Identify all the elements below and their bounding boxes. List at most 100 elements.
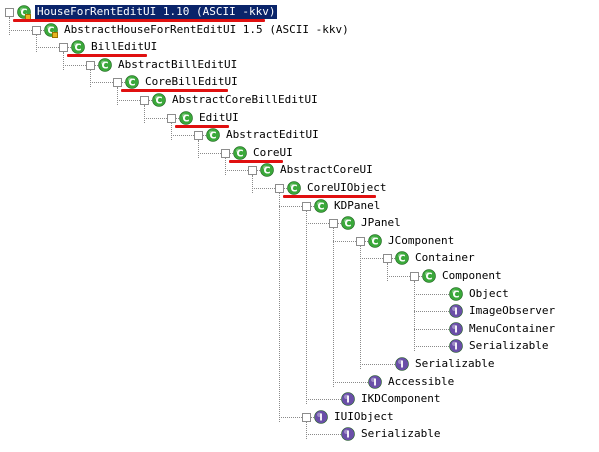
class-icon: C	[71, 40, 85, 54]
red-underline-mark	[121, 89, 228, 93]
collapse-toggle[interactable]	[5, 8, 14, 17]
tree-guide-line	[171, 122, 172, 141]
class-name: Serializable	[361, 427, 441, 441]
svg-text:I: I	[346, 430, 350, 441]
class-name: AbstractBillEditUI	[118, 57, 238, 71]
tree-node-label[interactable]: Serializable	[467, 339, 550, 353]
svg-text:C: C	[48, 25, 55, 36]
class-icon: C	[206, 128, 220, 142]
collapse-toggle[interactable]	[86, 60, 95, 70]
version-text: 1.10	[156, 5, 196, 18]
interface-icon: I	[449, 339, 463, 354]
class-icon: C	[395, 251, 409, 266]
tree-guide-line	[198, 140, 199, 158]
tree-node-label[interactable]: BillEditUI	[89, 40, 159, 54]
class-icon: C	[422, 269, 436, 283]
tree-connector	[279, 205, 314, 207]
tree-node-label[interactable]: Component	[440, 269, 504, 283]
tree-node-label[interactable]: JPanel	[359, 216, 403, 230]
collapse-toggle[interactable]	[302, 201, 311, 211]
tree-connector	[117, 100, 152, 101]
collapse-toggle[interactable]	[302, 412, 311, 422]
tree-node-label[interactable]: AbstractCoreUI	[278, 163, 375, 177]
tree-guide-line	[90, 69, 91, 88]
tree-node-label[interactable]: Serializable	[413, 357, 496, 371]
class-name: JComponent	[388, 233, 455, 247]
class-name: Container	[415, 251, 475, 265]
class-icon: C	[98, 57, 112, 72]
collapse-toggle[interactable]	[329, 219, 338, 229]
class-name: HouseForRentEditUI	[37, 5, 157, 18]
tree-connector	[360, 258, 395, 260]
interface-icon: I	[314, 409, 328, 424]
tree-node-label[interactable]: AbstractEditUI	[224, 128, 321, 142]
class-icon: C	[314, 198, 328, 213]
tree-node-label[interactable]: CoreUI	[251, 146, 295, 160]
tree-node-label[interactable]: AbstractCoreBillEditUI	[170, 93, 320, 107]
tree-node-label[interactable]: HouseForRentEditUI 1.10 (ASCII -kkv)	[35, 5, 278, 19]
red-underline-mark	[13, 19, 265, 22]
class-name: AbstractEditUI	[226, 128, 319, 142]
tree-connector	[9, 29, 44, 31]
tree-connector	[144, 117, 179, 119]
tree-node-label[interactable]: Accessible	[386, 375, 456, 389]
tree-node-label[interactable]: CoreUIObject	[305, 181, 388, 195]
tree-connector	[90, 82, 125, 84]
collapse-toggle[interactable]	[275, 184, 284, 193]
tree-node-label[interactable]: JComponent	[386, 234, 456, 248]
tree-guide-line	[414, 281, 415, 352]
svg-text:C: C	[264, 166, 271, 177]
interface-icon: I	[341, 392, 355, 406]
interface-icon: I	[395, 357, 409, 371]
collapse-toggle[interactable]	[410, 272, 419, 281]
collapse-toggle[interactable]	[248, 166, 257, 176]
tree-connector	[333, 381, 368, 383]
tree-node-label[interactable]: Container	[413, 251, 477, 265]
collapse-toggle[interactable]	[221, 148, 230, 158]
tree-connector	[63, 64, 98, 66]
tree-connector	[252, 188, 287, 189]
tree-node-label[interactable]: MenuContainer	[467, 322, 557, 336]
tree-node-label[interactable]: Serializable	[359, 427, 442, 441]
class-name: AbstractCoreBillEditUI	[172, 93, 318, 106]
class-name: Accessible	[388, 374, 455, 388]
tree-node-label[interactable]: Object	[467, 287, 511, 301]
tree-guide-line	[387, 263, 388, 281]
tree-node-label[interactable]: IKDComponent	[359, 392, 442, 406]
collapse-toggle[interactable]	[59, 43, 68, 53]
tree-guide-line	[9, 17, 10, 35]
interface-icon: I	[449, 321, 463, 336]
tree-node-label[interactable]: AbstractBillEditUI	[116, 58, 239, 72]
svg-text:C: C	[345, 219, 352, 230]
class-name: AbstractCoreUI	[280, 163, 373, 177]
collapse-toggle[interactable]	[32, 25, 41, 35]
svg-text:C: C	[426, 271, 433, 282]
svg-text:C: C	[183, 113, 190, 124]
tree-node-label[interactable]: AbstractHouseForRentEditUI 1.5 (ASCII -k…	[62, 23, 351, 37]
collapse-toggle[interactable]	[356, 236, 365, 246]
class-icon: C	[368, 233, 382, 248]
collapse-toggle[interactable]	[194, 131, 203, 141]
tree-node-label[interactable]: IUIObject	[332, 410, 396, 424]
svg-text:I: I	[454, 342, 458, 353]
class-name: CoreUIObject	[307, 181, 387, 194]
tree-guide-line	[252, 175, 253, 193]
class-name: Object	[469, 286, 509, 300]
tree-node-label[interactable]: CoreBillEditUI	[143, 75, 240, 89]
collapse-toggle[interactable]	[140, 96, 149, 105]
tree-node-label[interactable]: EditUI	[197, 111, 241, 125]
collapse-toggle[interactable]	[167, 113, 176, 123]
tree-connector	[360, 364, 395, 365]
collapse-toggle[interactable]	[113, 78, 122, 88]
svg-text:C: C	[237, 148, 244, 159]
class-icon: C	[179, 110, 193, 125]
tree-node-label[interactable]: KDPanel	[332, 199, 382, 213]
red-underline-mark	[229, 159, 283, 163]
class-icon: C	[341, 216, 355, 230]
class-name: IUIObject	[334, 409, 394, 423]
tree-node-label[interactable]: ImageObserver	[467, 304, 557, 318]
tree-connector	[279, 416, 314, 418]
encoding-text: (ASCII -kkv)	[195, 5, 276, 18]
collapse-toggle[interactable]	[383, 254, 392, 264]
tree-guide-line	[144, 105, 145, 123]
